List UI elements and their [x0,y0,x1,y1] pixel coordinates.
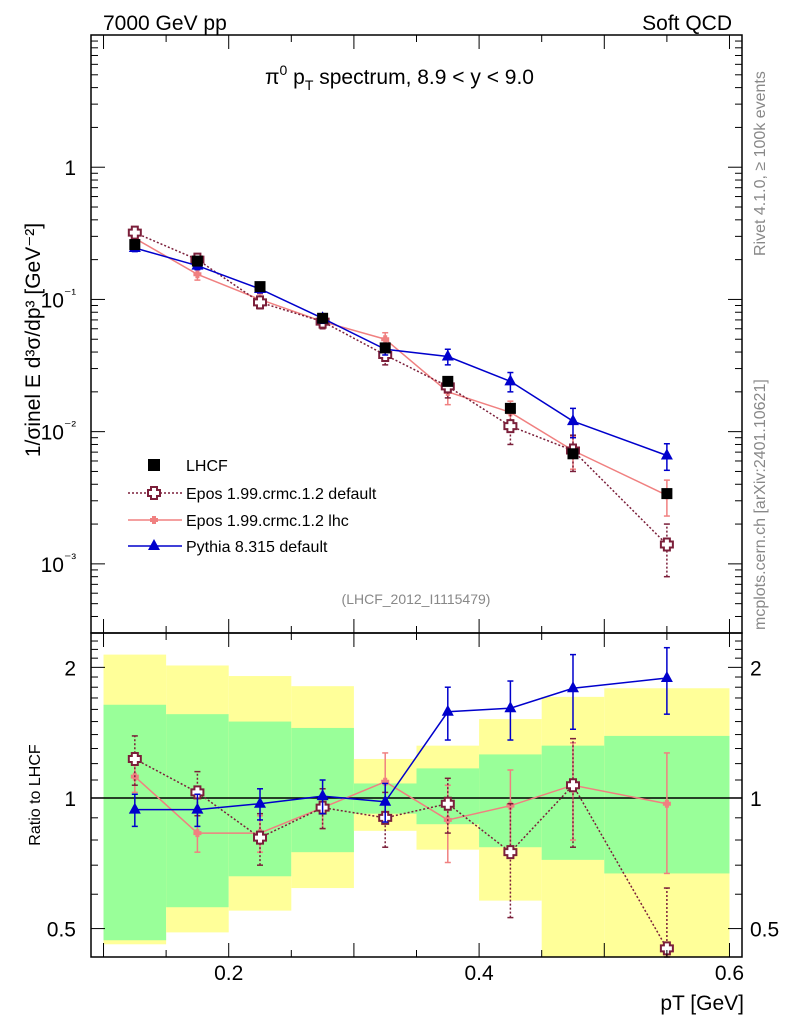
ratio-point [504,701,517,713]
ratio-point [566,681,579,693]
data-point [567,448,579,460]
data-point [254,281,266,293]
ratio-point [662,799,671,808]
data-point [503,419,518,434]
data-point [129,239,141,251]
ratio-point [191,802,204,814]
ratio-point [253,830,268,845]
x-tick-label: 0.6 [715,962,744,985]
ratio-point [660,671,673,683]
analysis-id-label: (LHCF_2012_I1115479) [342,591,491,607]
x-axis-title: pT [GeV] [660,992,744,1015]
mcplots-label: mcplots.cern.ch [arXiv:2401.10621] [752,379,769,630]
data-point [660,448,673,460]
legend-label-epos-default: Epos 1.99.crmc.1.2 default [186,486,377,503]
series-line [134,237,668,496]
y-tick-label-main: 10⁻² [41,418,77,445]
data-point [504,402,516,414]
ratio-point [379,794,392,806]
ratio-plot-panel: 0.5 0.5 1 1 2 2 0.2 0.4 0.6 [47,632,779,985]
plot-title: π0 pT spectrum, 8.9 < y < 9.0 [265,62,534,93]
data-point [504,374,517,386]
y-tick-label-ratio-right: 0.5 [750,919,779,942]
data-point [317,312,329,324]
ratio-point [316,789,329,801]
ratio-point [190,785,205,800]
ratio-point [503,845,518,860]
ratio-point [440,796,455,811]
energy-label: 7000 GeV pp [103,12,227,35]
y-tick-label-ratio-left: 1 [64,788,76,811]
x-tick-label: 0.2 [214,962,243,985]
y-axis-title-main: 1/σinel E d³σ/dp³ [GeV⁻²] [22,223,45,457]
y-tick-label-ratio-left: 0.5 [47,919,76,942]
y-tick-label-ratio-right: 2 [750,657,762,680]
series-pythia-8-315-default [128,240,673,472]
y-tick-label-main: 1 [64,157,76,180]
data-point [379,342,391,354]
series-line [134,247,668,457]
ratio-point [128,802,141,814]
ratio-point [381,777,390,786]
y-axis-title-ratio: Ratio to LHCF [27,744,44,846]
data-point [441,349,454,361]
y-tick-label-ratio-left: 2 [64,657,76,680]
data-point [191,255,203,267]
legend-marker-epos-lhc [150,516,158,524]
data-point [253,295,268,310]
data-point [127,225,142,240]
ratio-frame [90,632,743,958]
data-point [661,488,673,500]
rivet-label: Rivet 4.1.0, ≥ 100k events [752,71,769,256]
legend-label-lhcf: LHCF [186,458,228,475]
legend-marker-pythia [148,539,160,550]
category-label: Soft QCD [642,12,732,35]
y-tick-label-ratio-right: 1 [750,788,762,811]
ratio-point [441,704,454,716]
legend: LHCF Epos 1.99.crmc.1.2 default Epos 1.9… [128,458,377,556]
data-point [566,414,579,426]
ratio-point [193,829,202,838]
ratio-point [659,941,674,956]
y-tick-label-main: 10⁻¹ [41,285,77,312]
data-point [659,537,674,552]
series-lhcf [129,239,673,500]
ratio-point [565,778,580,793]
data-point [193,270,202,279]
ratio-point [254,796,267,808]
legend-marker-epos-default [147,486,161,500]
legend-label-pythia: Pythia 8.315 default [186,539,328,556]
legend-marker-lhcf [148,459,160,471]
ratio-series-pythia-8-315-default [128,646,673,828]
legend-label-epos-lhc: Epos 1.99.crmc.1.2 lhc [186,513,349,530]
y-tick-label-main: 10⁻³ [41,550,77,577]
x-tick-label: 0.4 [464,962,494,985]
main-plot-panel: 10⁻³ 10⁻² 10⁻¹ 1 [41,34,743,634]
data-point [442,375,454,387]
ratio-point [127,751,142,766]
